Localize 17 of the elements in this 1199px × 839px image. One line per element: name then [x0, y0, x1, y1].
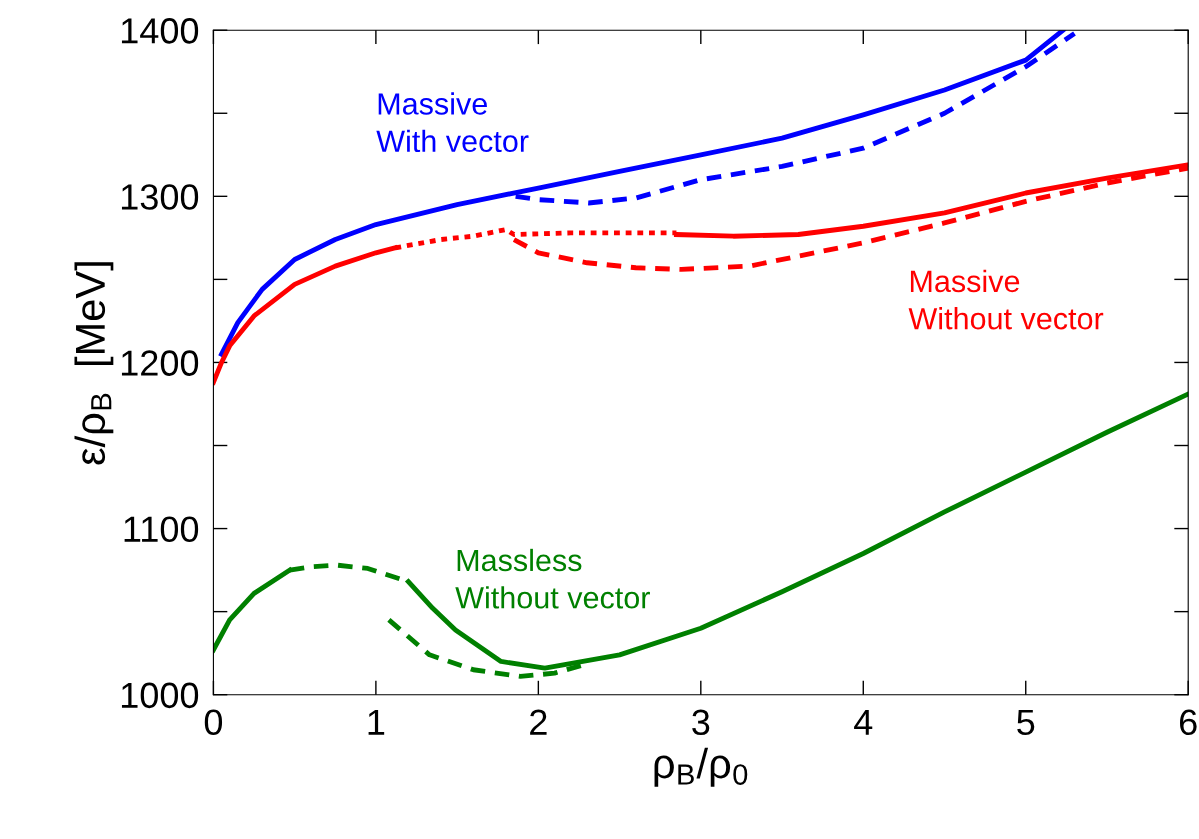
annotation: Massless Without vector: [455, 548, 650, 609]
x-tick-label: 0: [204, 709, 223, 736]
x-axis-title: ρ$_{B}$/ρ$_{0}$: [654, 747, 748, 787]
y-tick-label: 1000: [121, 682, 199, 709]
y-tick-label: 1300: [121, 184, 199, 210]
annotation: Massive With vector: [376, 92, 529, 153]
x-tick-label: 2: [530, 709, 547, 735]
x-tick-label: 5: [1017, 709, 1035, 736]
annotation: Massive Without vector: [908, 269, 1104, 330]
x-tick-label: 3: [692, 709, 710, 736]
x-tick-label: 6: [1180, 709, 1197, 736]
y-tick-label: 1100: [124, 516, 199, 543]
y-axis-title: ε/ρ$_{B}$ [MeV]: [74, 262, 114, 465]
y-tick-label: 1400: [121, 18, 199, 44]
x-tick-label: 1: [368, 709, 385, 735]
x-tick-label: 4: [854, 709, 873, 735]
y-tick-label: 1200: [121, 350, 199, 376]
